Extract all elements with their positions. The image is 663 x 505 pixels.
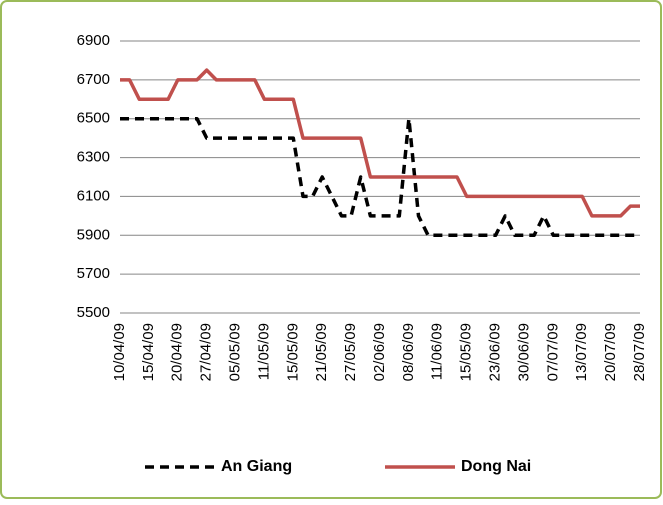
x-tick-label: 27/05/09 <box>342 323 359 381</box>
x-tick-label: 23/06/09 <box>487 323 504 381</box>
y-tick-label: 6300 <box>77 149 110 166</box>
x-tick-label: 07/07/09 <box>544 323 561 381</box>
y-tick-label: 5500 <box>77 304 110 321</box>
y-tick-label: 5700 <box>77 265 110 282</box>
y-tick-label: 6500 <box>77 110 110 127</box>
legend-label: Dong Nai <box>461 458 531 475</box>
legend-label: An Giang <box>221 458 292 475</box>
x-tick-label: 27/04/09 <box>198 323 215 381</box>
x-tick-label: 11/06/09 <box>429 323 446 380</box>
x-tick-label: 13/07/09 <box>573 323 590 381</box>
x-tick-label: 15/05/09 <box>284 323 301 381</box>
x-tick-label: 20/04/09 <box>169 323 186 381</box>
series-line <box>120 116 640 238</box>
x-tick-label: 30/06/09 <box>515 323 532 381</box>
x-tick-label: 15/05/09 <box>458 323 475 381</box>
x-tick-label: 28/07/09 <box>631 323 648 381</box>
x-tick-label: 11/05/09 <box>255 323 272 380</box>
x-tick-label: 02/06/09 <box>371 323 388 381</box>
x-tick-label: 05/05/09 <box>227 323 244 381</box>
y-tick-label: 6100 <box>77 187 110 204</box>
x-tick-label: 21/05/09 <box>313 323 330 381</box>
x-tick-label: 08/06/09 <box>400 323 417 381</box>
y-tick-label: 5900 <box>77 226 110 243</box>
y-tick-label: 6700 <box>77 71 110 88</box>
y-tick-label: 6900 <box>77 32 110 49</box>
x-tick-label: 10/04/09 <box>111 323 128 381</box>
x-tick-label: 20/07/09 <box>602 323 619 381</box>
series-line <box>120 68 640 218</box>
x-tick-label: 15/04/09 <box>140 323 157 381</box>
